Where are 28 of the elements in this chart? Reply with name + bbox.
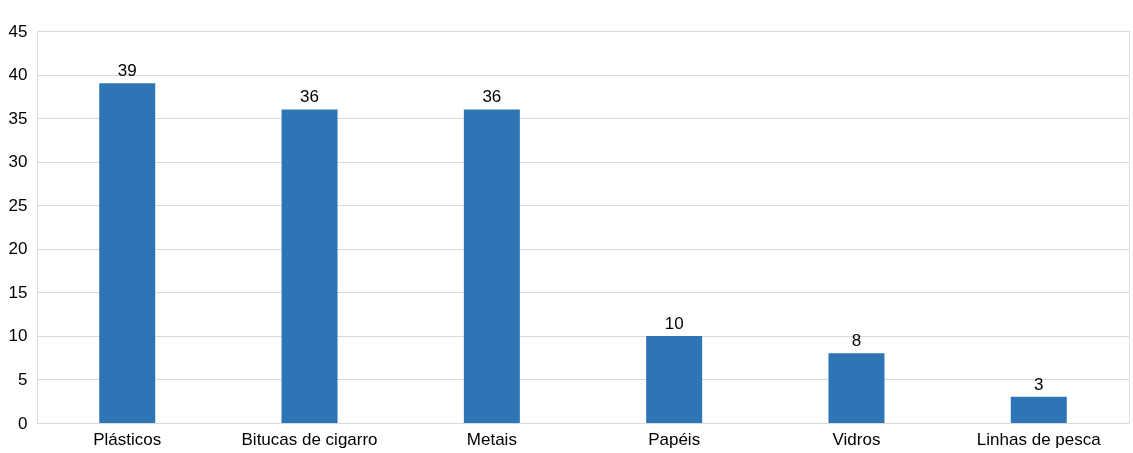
y-tick-label: 35 [8,108,28,128]
y-tick-label: 0 [18,413,28,433]
data-label: 36 [300,87,320,107]
y-tick-label: 25 [8,195,28,215]
y-tick-label: 20 [8,239,28,259]
x-tick-label: Vidros [832,429,881,449]
bar [1010,396,1067,423]
y-tick-label: 15 [8,282,28,302]
y-tick-label: 10 [8,326,28,346]
y-tick-label: 5 [18,369,28,389]
x-tick-label: Metais [466,429,517,449]
bar [99,83,156,423]
data-label: 39 [117,61,137,81]
bar [828,353,885,423]
y-tick-label: 40 [8,65,28,85]
x-tick-label: Papéis [648,429,701,449]
y-tick-label: 30 [8,152,28,172]
data-label: 10 [664,313,684,333]
y-tick-label: 45 [8,21,28,41]
data-label: 3 [1034,374,1044,394]
bar [646,335,703,423]
data-label: 8 [851,331,862,351]
bar [463,109,520,423]
x-tick-label: Bitucas de cigarro [241,429,378,449]
x-tick-label: Linhas de pesca [976,429,1102,449]
x-tick-label: Plásticos [93,429,162,449]
bar [281,109,338,423]
data-label: 36 [482,87,502,107]
